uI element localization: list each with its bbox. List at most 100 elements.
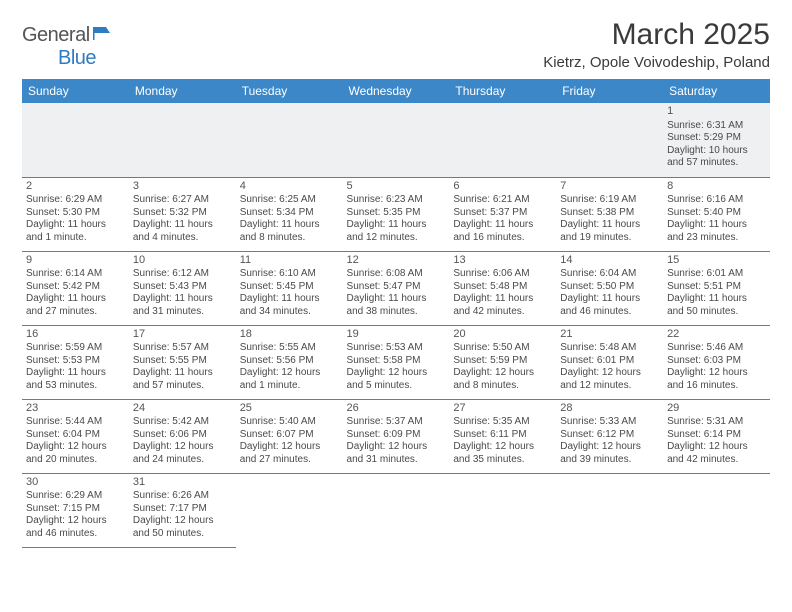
calendar-day-cell: 9Sunrise: 6:14 AMSunset: 5:42 PMDaylight… [22, 251, 129, 325]
title-block: March 2025 Kietrz, Opole Voivodeship, Po… [543, 18, 770, 71]
daylight-text: Daylight: 12 hours and 12 minutes. [560, 367, 659, 392]
sunset-text: Sunset: 5:29 PM [667, 132, 766, 145]
sunset-text: Sunset: 5:45 PM [240, 281, 339, 294]
calendar-day-cell: 15Sunrise: 6:01 AMSunset: 5:51 PMDayligh… [663, 251, 770, 325]
sunrise-text: Sunrise: 5:31 AM [667, 416, 766, 429]
calendar-day-cell [556, 473, 663, 547]
daylight-text: Daylight: 11 hours and 16 minutes. [453, 219, 552, 244]
day-number: 27 [453, 402, 552, 416]
daylight-text: Daylight: 11 hours and 4 minutes. [133, 219, 232, 244]
sunset-text: Sunset: 5:58 PM [347, 355, 446, 368]
calendar-day-cell [343, 473, 450, 547]
sunset-text: Sunset: 5:38 PM [560, 207, 659, 220]
daylight-text: Daylight: 12 hours and 42 minutes. [667, 441, 766, 466]
sunset-text: Sunset: 5:30 PM [26, 207, 125, 220]
calendar-day-cell: 21Sunrise: 5:48 AMSunset: 6:01 PMDayligh… [556, 325, 663, 399]
day-number: 13 [453, 254, 552, 268]
calendar-day-cell: 25Sunrise: 5:40 AMSunset: 6:07 PMDayligh… [236, 399, 343, 473]
daylight-text: Daylight: 12 hours and 27 minutes. [240, 441, 339, 466]
calendar-week-row: 16Sunrise: 5:59 AMSunset: 5:53 PMDayligh… [22, 325, 770, 399]
sunset-text: Sunset: 6:03 PM [667, 355, 766, 368]
location-text: Kietrz, Opole Voivodeship, Poland [543, 54, 770, 71]
logo: GeneralBlue [22, 24, 112, 70]
sunset-text: Sunset: 6:11 PM [453, 429, 552, 442]
sunset-text: Sunset: 5:37 PM [453, 207, 552, 220]
sunset-text: Sunset: 5:50 PM [560, 281, 659, 294]
calendar-day-cell: 1Sunrise: 6:31 AMSunset: 5:29 PMDaylight… [663, 103, 770, 177]
sunrise-text: Sunrise: 5:35 AM [453, 416, 552, 429]
day-number: 21 [560, 328, 659, 342]
day-number: 23 [26, 402, 125, 416]
daylight-text: Daylight: 12 hours and 31 minutes. [347, 441, 446, 466]
calendar-day-cell: 13Sunrise: 6:06 AMSunset: 5:48 PMDayligh… [449, 251, 556, 325]
day-number: 20 [453, 328, 552, 342]
daylight-text: Daylight: 12 hours and 46 minutes. [26, 515, 125, 540]
calendar-day-cell [663, 473, 770, 547]
sunset-text: Sunset: 5:32 PM [133, 207, 232, 220]
day-number: 6 [453, 180, 552, 194]
day-number: 19 [347, 328, 446, 342]
calendar-day-cell: 10Sunrise: 6:12 AMSunset: 5:43 PMDayligh… [129, 251, 236, 325]
sunrise-text: Sunrise: 5:59 AM [26, 342, 125, 355]
day-number: 14 [560, 254, 659, 268]
sunrise-text: Sunrise: 5:50 AM [453, 342, 552, 355]
day-number: 22 [667, 328, 766, 342]
sunset-text: Sunset: 5:48 PM [453, 281, 552, 294]
daylight-text: Daylight: 11 hours and 46 minutes. [560, 293, 659, 318]
sunrise-text: Sunrise: 5:42 AM [133, 416, 232, 429]
calendar-day-cell: 3Sunrise: 6:27 AMSunset: 5:32 PMDaylight… [129, 177, 236, 251]
day-number: 2 [26, 180, 125, 194]
sunrise-text: Sunrise: 5:33 AM [560, 416, 659, 429]
sunrise-text: Sunrise: 6:12 AM [133, 268, 232, 281]
calendar-body: 1Sunrise: 6:31 AMSunset: 5:29 PMDaylight… [22, 103, 770, 547]
calendar-day-cell: 28Sunrise: 5:33 AMSunset: 6:12 PMDayligh… [556, 399, 663, 473]
calendar-day-cell: 7Sunrise: 6:19 AMSunset: 5:38 PMDaylight… [556, 177, 663, 251]
weekday-header: Tuesday [236, 79, 343, 103]
calendar-day-cell: 22Sunrise: 5:46 AMSunset: 6:03 PMDayligh… [663, 325, 770, 399]
calendar-week-row: 2Sunrise: 6:29 AMSunset: 5:30 PMDaylight… [22, 177, 770, 251]
calendar-day-cell: 5Sunrise: 6:23 AMSunset: 5:35 PMDaylight… [343, 177, 450, 251]
day-number: 5 [347, 180, 446, 194]
sunset-text: Sunset: 5:35 PM [347, 207, 446, 220]
sunrise-text: Sunrise: 6:31 AM [667, 120, 766, 133]
day-number: 28 [560, 402, 659, 416]
day-number: 31 [133, 476, 232, 490]
calendar-week-row: 9Sunrise: 6:14 AMSunset: 5:42 PMDaylight… [22, 251, 770, 325]
daylight-text: Daylight: 11 hours and 8 minutes. [240, 219, 339, 244]
sunrise-text: Sunrise: 5:37 AM [347, 416, 446, 429]
calendar-day-cell: 23Sunrise: 5:44 AMSunset: 6:04 PMDayligh… [22, 399, 129, 473]
calendar-day-cell [22, 103, 129, 177]
sunset-text: Sunset: 5:43 PM [133, 281, 232, 294]
daylight-text: Daylight: 11 hours and 27 minutes. [26, 293, 125, 318]
sunrise-text: Sunrise: 6:21 AM [453, 194, 552, 207]
calendar-day-cell: 20Sunrise: 5:50 AMSunset: 5:59 PMDayligh… [449, 325, 556, 399]
sunset-text: Sunset: 6:09 PM [347, 429, 446, 442]
calendar-head: SundayMondayTuesdayWednesdayThursdayFrid… [22, 79, 770, 103]
sunset-text: Sunset: 5:56 PM [240, 355, 339, 368]
calendar-day-cell: 12Sunrise: 6:08 AMSunset: 5:47 PMDayligh… [343, 251, 450, 325]
daylight-text: Daylight: 12 hours and 35 minutes. [453, 441, 552, 466]
sunrise-text: Sunrise: 6:14 AM [26, 268, 125, 281]
daylight-text: Daylight: 11 hours and 31 minutes. [133, 293, 232, 318]
daylight-text: Daylight: 12 hours and 24 minutes. [133, 441, 232, 466]
day-number: 17 [133, 328, 232, 342]
sunrise-text: Sunrise: 6:10 AM [240, 268, 339, 281]
sunrise-text: Sunrise: 6:08 AM [347, 268, 446, 281]
sunrise-text: Sunrise: 5:53 AM [347, 342, 446, 355]
calendar-day-cell: 30Sunrise: 6:29 AMSunset: 7:15 PMDayligh… [22, 473, 129, 547]
sunset-text: Sunset: 6:01 PM [560, 355, 659, 368]
daylight-text: Daylight: 12 hours and 8 minutes. [453, 367, 552, 392]
day-number: 3 [133, 180, 232, 194]
sunset-text: Sunset: 5:40 PM [667, 207, 766, 220]
calendar-day-cell: 27Sunrise: 5:35 AMSunset: 6:11 PMDayligh… [449, 399, 556, 473]
sunrise-text: Sunrise: 5:46 AM [667, 342, 766, 355]
daylight-text: Daylight: 11 hours and 19 minutes. [560, 219, 659, 244]
calendar-day-cell: 6Sunrise: 6:21 AMSunset: 5:37 PMDaylight… [449, 177, 556, 251]
sunrise-text: Sunrise: 6:27 AM [133, 194, 232, 207]
daylight-text: Daylight: 12 hours and 1 minute. [240, 367, 339, 392]
daylight-text: Daylight: 11 hours and 42 minutes. [453, 293, 552, 318]
calendar-day-cell: 11Sunrise: 6:10 AMSunset: 5:45 PMDayligh… [236, 251, 343, 325]
sunrise-text: Sunrise: 5:55 AM [240, 342, 339, 355]
calendar-day-cell: 16Sunrise: 5:59 AMSunset: 5:53 PMDayligh… [22, 325, 129, 399]
sunset-text: Sunset: 7:15 PM [26, 503, 125, 516]
